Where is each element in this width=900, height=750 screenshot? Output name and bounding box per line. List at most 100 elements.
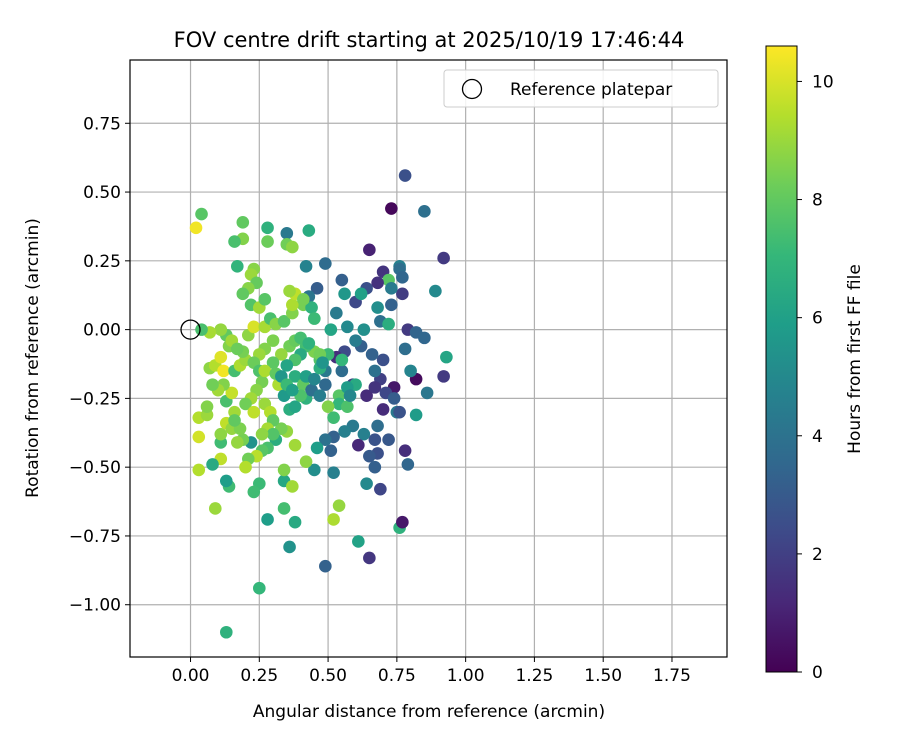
data-point — [219, 625, 233, 639]
data-point — [206, 378, 219, 391]
x-axis-label: Angular distance from reference (arcmin) — [253, 702, 605, 722]
data-point — [360, 477, 373, 490]
data-point — [313, 389, 327, 402]
data-point — [437, 251, 450, 265]
data-point — [398, 342, 412, 356]
x-tick-label: 1.50 — [584, 666, 622, 686]
data-point — [341, 320, 354, 334]
data-point — [255, 427, 269, 441]
data-point — [239, 397, 252, 411]
data-point — [308, 372, 321, 386]
data-point — [324, 323, 338, 336]
data-point — [374, 482, 387, 496]
data-point — [357, 427, 371, 441]
data-point — [247, 485, 261, 499]
y-tick-label: −0.75 — [69, 527, 121, 547]
colorbar-tick-label: 8 — [812, 191, 823, 211]
data-point — [266, 356, 280, 369]
data-point — [429, 284, 442, 298]
data-point — [409, 408, 423, 422]
data-point — [396, 287, 409, 301]
data-point — [189, 221, 203, 235]
data-point — [440, 350, 453, 364]
colorbar-label: Hours from first FF file — [845, 264, 865, 454]
data-point — [217, 364, 230, 378]
data-point — [266, 334, 280, 347]
data-point — [308, 463, 321, 477]
data-point — [280, 359, 294, 372]
y-tick-label: −1.00 — [69, 596, 121, 616]
data-point — [288, 400, 302, 413]
data-point — [286, 298, 299, 312]
legend-box — [443, 69, 719, 108]
data-point — [195, 207, 208, 221]
data-point — [214, 323, 228, 336]
data-point — [225, 386, 239, 400]
data-point — [286, 480, 299, 493]
data-point — [200, 400, 214, 413]
reference-marker-group — [180, 319, 201, 340]
data-point — [420, 386, 434, 400]
data-point — [214, 350, 228, 364]
data-point — [418, 331, 431, 345]
data-point — [275, 348, 288, 361]
data-point — [261, 221, 274, 235]
data-point — [253, 581, 266, 595]
data-point — [401, 458, 415, 471]
data-point — [349, 334, 362, 347]
data-point — [338, 287, 351, 301]
legend-marker — [461, 78, 483, 100]
x-tick-label: 1.75 — [653, 666, 691, 686]
colorbar-tick-label: 10 — [812, 72, 834, 92]
data-point — [368, 364, 382, 378]
data-point — [330, 306, 343, 320]
y-tick-label: 0.25 — [83, 252, 121, 272]
x-tick-label: 1.25 — [515, 666, 553, 686]
colorbar: 0 2 4 6 8 10 Hours from first FF file — [765, 45, 865, 683]
y-tick-label: 0.00 — [83, 321, 121, 341]
data-point — [228, 414, 241, 427]
data-point — [280, 227, 294, 240]
x-axis-ticks: 0.00 0.25 0.50 0.75 1.00 1.25 1.50 1.75 — [172, 657, 691, 686]
data-point — [277, 463, 291, 477]
y-tick-label: 0.50 — [83, 183, 121, 203]
data-point — [352, 438, 365, 452]
data-point — [324, 444, 338, 457]
data-point — [437, 370, 450, 383]
y-axis-label: Rotation from reference (arcmin) — [23, 218, 43, 498]
data-point — [247, 320, 261, 334]
data-point — [195, 323, 208, 336]
data-point — [385, 202, 398, 215]
data-point — [352, 535, 365, 548]
data-point — [371, 276, 384, 290]
data-point — [376, 403, 390, 416]
data-point — [376, 353, 390, 367]
x-tick-label: 0.00 — [172, 666, 210, 686]
data-point — [305, 301, 318, 314]
data-point — [206, 458, 219, 471]
x-tick-label: 0.25 — [240, 666, 278, 686]
data-point — [327, 513, 340, 526]
data-point — [332, 499, 346, 512]
x-tick-label: 0.75 — [378, 666, 416, 686]
data-point — [299, 455, 313, 468]
data-point — [277, 315, 291, 328]
data-point — [214, 427, 228, 441]
data-point — [396, 515, 409, 529]
data-point — [219, 474, 233, 488]
data-point — [286, 383, 299, 397]
y-tick-label: −0.50 — [69, 458, 121, 478]
data-point — [335, 353, 349, 367]
data-point — [363, 449, 376, 463]
y-axis-ticks: −1.00 −0.75 −0.50 −0.25 0.00 0.25 0.50 0.75 — [69, 114, 130, 616]
data-point — [371, 301, 384, 314]
data-point — [354, 287, 368, 301]
colorbar-tick-label: 4 — [812, 427, 823, 447]
data-point — [319, 257, 332, 270]
colorbar-gradient — [765, 45, 798, 673]
legend-label: Reference platepar — [510, 80, 672, 100]
data-point — [288, 438, 302, 452]
y-tick-label: 0.75 — [83, 114, 121, 134]
plot-frame — [129, 59, 728, 658]
